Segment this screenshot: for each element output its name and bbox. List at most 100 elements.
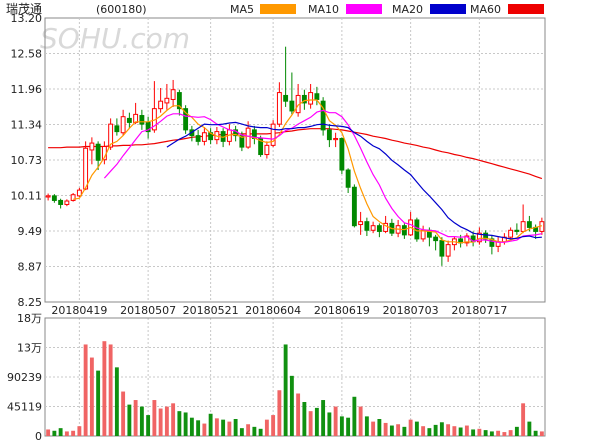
- price-tick-label: 13.20: [11, 12, 43, 25]
- volume-bar: [427, 428, 432, 436]
- candle-body: [45, 195, 51, 198]
- candle-body: [70, 194, 76, 201]
- volume-bar: [227, 421, 232, 436]
- volume-bar: [358, 406, 363, 436]
- candle-body: [201, 132, 207, 142]
- candle-body: [145, 121, 151, 133]
- volume-bar: [389, 425, 394, 436]
- date-tick-label: 20180703: [383, 304, 439, 317]
- volume-bar: [439, 422, 444, 436]
- candle-body: [301, 94, 307, 104]
- volume-bar: [52, 430, 57, 436]
- candle-body: [433, 236, 439, 242]
- volume-bar: [152, 400, 157, 436]
- candle-body: [83, 147, 89, 190]
- candle-body: [245, 127, 251, 148]
- volume-bar: [96, 370, 101, 436]
- candle-body: [126, 117, 132, 123]
- volume-bar: [214, 418, 219, 436]
- volume-bar: [471, 429, 476, 436]
- ma60-layer: [48, 128, 543, 180]
- candle-body: [376, 225, 382, 232]
- volume-tick-label: 13万: [17, 342, 42, 355]
- volume-bar: [183, 412, 188, 436]
- candle-body: [364, 221, 370, 231]
- date-axis: 20180419 20180507 20180521 20180604 20180619…: [51, 304, 507, 317]
- volume-bar: [208, 413, 213, 436]
- volume-bar: [446, 424, 451, 436]
- candle-body: [120, 116, 126, 134]
- volume-bar: [321, 400, 326, 436]
- candle-body: [339, 137, 345, 171]
- date-tick-label: 20180521: [183, 304, 239, 317]
- candle-body: [326, 129, 332, 141]
- volume-bar: [146, 415, 151, 436]
- volume-bar: [71, 430, 76, 436]
- candle-body: [370, 225, 376, 231]
- candle-body: [239, 135, 245, 148]
- volume-tick-label: 45119: [7, 401, 42, 414]
- legend-swatch-ma5: [260, 4, 296, 14]
- volume-grid: [45, 347, 545, 407]
- candle-body: [276, 92, 282, 125]
- volume-bar: [246, 424, 251, 436]
- candlestick-series: [45, 46, 545, 266]
- volume-bar: [164, 406, 169, 436]
- date-tick-label: 20180419: [51, 304, 107, 317]
- candle-body: [308, 92, 314, 105]
- volume-bar: [233, 419, 238, 436]
- candle-body: [520, 221, 526, 232]
- volume-bar: [189, 417, 194, 436]
- moving-average-lines: [72, 99, 543, 244]
- volume-bar: [396, 424, 401, 436]
- candle-body: [358, 221, 364, 226]
- volume-bar: [339, 416, 344, 436]
- legend-swatch-ma20: [430, 4, 466, 14]
- candle-body: [270, 123, 276, 146]
- candle-body: [314, 93, 320, 100]
- candle-body: [345, 169, 351, 188]
- volume-bars: [46, 341, 544, 436]
- candle-body: [333, 137, 339, 141]
- volume-bar: [58, 428, 63, 436]
- candle-body: [283, 94, 289, 102]
- price-tick-label: 8.25: [18, 296, 43, 309]
- volume-bar: [521, 403, 526, 436]
- volume-bar: [139, 406, 144, 436]
- price-tick-label: 9.49: [18, 225, 43, 238]
- volume-axis: 18万 13万 90239 45119 0: [7, 312, 42, 440]
- volume-bar: [371, 421, 376, 436]
- ma-line-ma60: [48, 128, 543, 180]
- volume-bar: [271, 415, 276, 436]
- volume-bar: [239, 428, 244, 436]
- candle-body: [114, 125, 120, 133]
- volume-bar: [64, 431, 69, 436]
- volume-panel: 18万 13万 90239 45119 0: [7, 312, 546, 440]
- ma-line-ma5: [72, 99, 543, 244]
- volume-bar: [221, 419, 226, 436]
- chart-header: 瑞茂通 (600180) MA5 MA10 MA20 MA60: [6, 2, 544, 16]
- volume-bar: [302, 402, 307, 436]
- volume-bar: [108, 344, 113, 436]
- volume-bar: [346, 417, 351, 436]
- volume-bar: [202, 423, 207, 436]
- volume-bar: [77, 426, 82, 436]
- volume-bar: [102, 341, 107, 436]
- volume-bar: [333, 406, 338, 436]
- volume-bar: [264, 419, 269, 436]
- candle-body: [526, 221, 532, 228]
- volume-bar: [433, 424, 438, 436]
- ma-legend: MA5 MA10 MA20 MA60: [230, 3, 544, 16]
- volume-bar: [296, 393, 301, 436]
- volume-tick-label: 0: [35, 430, 42, 440]
- volume-tick-label: 90239: [7, 371, 42, 384]
- candle-body: [108, 123, 114, 148]
- watermark: SOHU.com: [40, 22, 190, 55]
- price-panel: 13.20 12.58 11.96 11.34 10.73 10.11 9.49 8.87 8.…: [11, 12, 546, 436]
- volume-bar: [533, 430, 538, 436]
- price-tick-label: 11.96: [11, 83, 43, 96]
- legend-label-ma10: MA10: [308, 3, 339, 16]
- candle-body: [264, 144, 270, 156]
- date-tick-label: 20180604: [245, 304, 301, 317]
